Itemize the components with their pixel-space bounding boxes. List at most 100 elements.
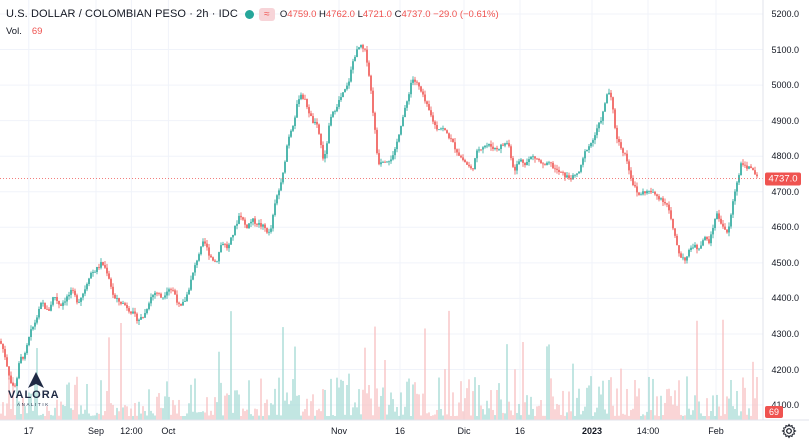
volume-bar <box>184 415 186 420</box>
candle-body <box>650 190 652 193</box>
volume-bar <box>396 406 398 420</box>
volume-bar <box>56 399 58 420</box>
volume-bar <box>222 415 224 420</box>
candle-body <box>616 127 618 140</box>
volume-bar <box>268 415 270 420</box>
volume-bar <box>178 399 180 420</box>
volume-bar <box>274 388 276 420</box>
gear-icon[interactable] <box>781 423 797 439</box>
volume-bar <box>476 415 478 420</box>
candle-body <box>600 120 602 123</box>
volume-bar <box>442 415 444 420</box>
volume-bar <box>628 415 630 420</box>
volume-bar <box>524 402 526 420</box>
candle-body <box>20 356 22 364</box>
volume-bar <box>610 377 612 420</box>
volume-bar <box>364 347 366 420</box>
candle-body <box>0 341 2 344</box>
candle-body <box>132 311 134 314</box>
volume-bar <box>554 409 556 420</box>
volume-bar <box>408 378 410 420</box>
candle-body <box>540 160 542 164</box>
candle-body <box>350 69 352 82</box>
compare-icon[interactable]: ≈ <box>258 7 275 21</box>
candle-body <box>46 308 48 310</box>
volume-bar <box>158 393 160 420</box>
candle-body <box>326 143 328 155</box>
volume-bar <box>534 415 536 420</box>
candle-body <box>562 172 564 174</box>
volume-bar <box>150 410 152 420</box>
volume-bar <box>244 411 246 420</box>
candle-body <box>732 201 734 215</box>
candle-body <box>312 116 314 124</box>
candle-body <box>50 304 52 311</box>
volume-bar <box>78 414 80 420</box>
volume-bar <box>120 322 122 420</box>
volume-bar <box>598 386 600 420</box>
candle-body <box>320 133 322 145</box>
volume-bar <box>752 361 754 420</box>
logo-name: VALORA <box>8 389 60 401</box>
candle-body <box>620 142 622 149</box>
volume-bar <box>368 385 370 420</box>
candle-body <box>700 245 702 249</box>
volume-bar <box>716 394 718 420</box>
candle-body <box>654 191 656 195</box>
candle-body <box>444 128 446 131</box>
volume-bar <box>546 346 548 420</box>
volume-bar <box>132 415 134 420</box>
candle-body <box>14 385 16 387</box>
volume-bar <box>750 415 752 420</box>
candle-body <box>520 159 522 162</box>
candle-body <box>462 157 464 161</box>
candle-body <box>676 235 678 246</box>
volume-bar <box>564 415 566 420</box>
volume-bar <box>338 387 340 420</box>
volume-bar <box>380 395 382 420</box>
candle-body <box>614 109 616 128</box>
volume-bar <box>326 415 328 420</box>
candle-body <box>542 163 544 165</box>
volume-bar <box>722 319 724 420</box>
candle-body <box>514 166 516 171</box>
candle-body <box>704 237 706 241</box>
candle-body <box>488 144 490 146</box>
volume-bar <box>366 393 368 420</box>
volume-bar <box>530 396 532 420</box>
candle-body <box>232 234 234 238</box>
candle-body <box>102 262 104 266</box>
candle-body <box>128 308 130 312</box>
candle-body <box>668 204 670 211</box>
candle-body <box>156 292 158 294</box>
candle-body <box>478 149 480 151</box>
candle-body <box>730 214 732 227</box>
symbol-title[interactable]: U.S. DOLLAR / COLOMBIAN PESO · 2h · IDC <box>6 8 238 20</box>
candle-body <box>512 158 514 167</box>
volume-bar <box>220 382 222 420</box>
candle-body <box>62 302 64 306</box>
volume-bar <box>168 396 170 420</box>
candle-body <box>248 223 250 228</box>
volume-bar <box>0 413 2 420</box>
candle-body <box>268 231 270 233</box>
volume-bar <box>566 412 568 420</box>
candle-body <box>374 112 376 130</box>
volume-bar <box>74 384 76 420</box>
volume-bar <box>508 401 510 420</box>
volume-bar <box>30 393 32 420</box>
candle-body <box>180 303 182 306</box>
candle-body <box>210 255 212 258</box>
price-tick-label: 4900.0 <box>771 115 799 126</box>
volume-bar <box>572 363 574 420</box>
candle-body <box>168 289 170 292</box>
volume-bar <box>538 405 540 420</box>
volume-bar <box>310 401 312 420</box>
candle-body <box>64 301 66 303</box>
volume-bar <box>108 337 110 420</box>
volume-bar <box>196 412 198 420</box>
candle-body <box>606 94 608 104</box>
candle-body <box>658 196 660 200</box>
candle-body <box>174 290 176 295</box>
